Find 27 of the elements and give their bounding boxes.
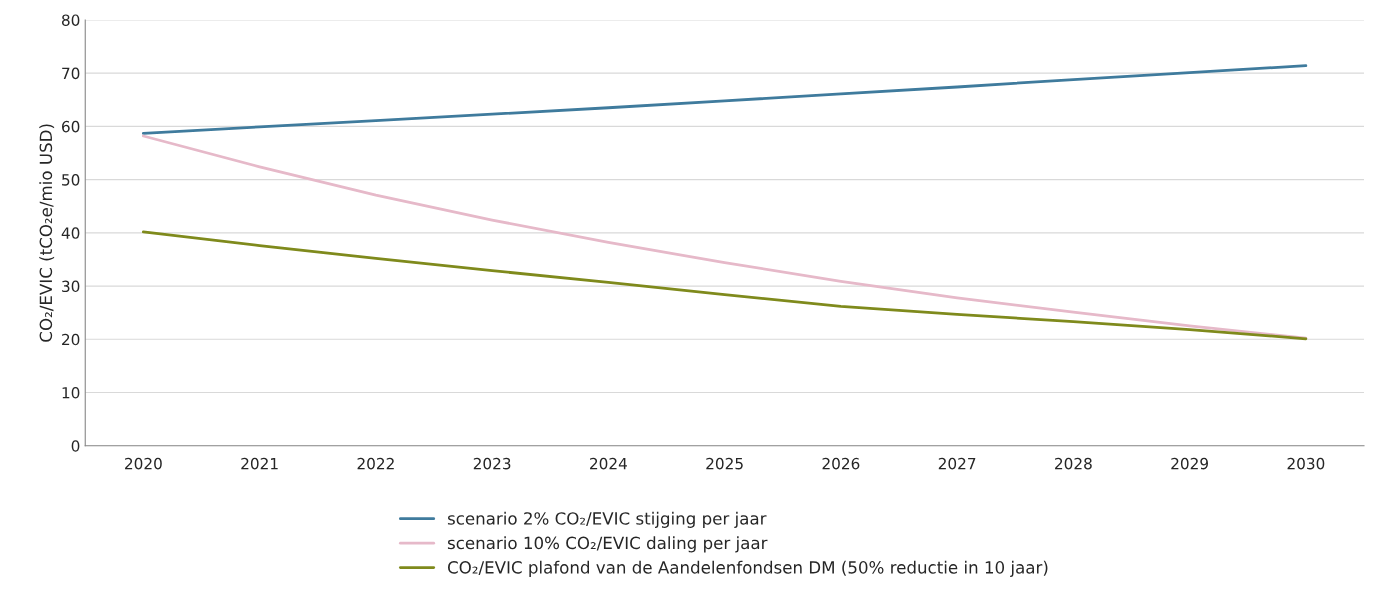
y-tick-label: 70 xyxy=(62,67,80,80)
y-tick-label: 20 xyxy=(62,333,80,346)
x-tick-label: 2026 xyxy=(822,457,860,470)
x-tick-label: 2030 xyxy=(1287,457,1325,470)
legend-label: scenario 2% CO₂/EVIC stijging per jaar xyxy=(447,511,767,528)
line-series xyxy=(141,230,1308,341)
y-tick-label: 60 xyxy=(62,120,80,133)
legend-label: scenario 10% CO₂/EVIC daling per jaar xyxy=(447,536,768,553)
x-tick-label: 2028 xyxy=(1055,457,1092,470)
y-axis-title: CO₂/EVIC (tCO₂e/mio USD) xyxy=(39,124,55,342)
y-tick-label: 50 xyxy=(62,174,80,186)
y-tick-label: 10 xyxy=(62,386,80,399)
x-tick-label: 2027 xyxy=(938,457,976,470)
line-series xyxy=(141,134,1308,340)
x-tick-label: 2022 xyxy=(357,457,394,470)
x-tick-label: 2020 xyxy=(125,457,162,470)
y-tick-label: 0 xyxy=(71,440,80,452)
x-tick-label: 2025 xyxy=(706,457,743,470)
x-tick-label: 2024 xyxy=(590,457,627,470)
y-tick-label: 30 xyxy=(62,280,80,293)
x-tick-label: 2023 xyxy=(473,457,511,470)
x-tick-label: 2029 xyxy=(1171,457,1208,470)
legend-label: CO₂/EVIC plafond van de Aandelenfondsen DM (50% reductie in 10 jaar) xyxy=(447,560,1048,577)
y-tick-label: 80 xyxy=(61,14,80,26)
y-tick-label: 40 xyxy=(61,227,80,239)
x-tick-label: 2021 xyxy=(241,457,278,470)
line-series xyxy=(141,64,1308,135)
